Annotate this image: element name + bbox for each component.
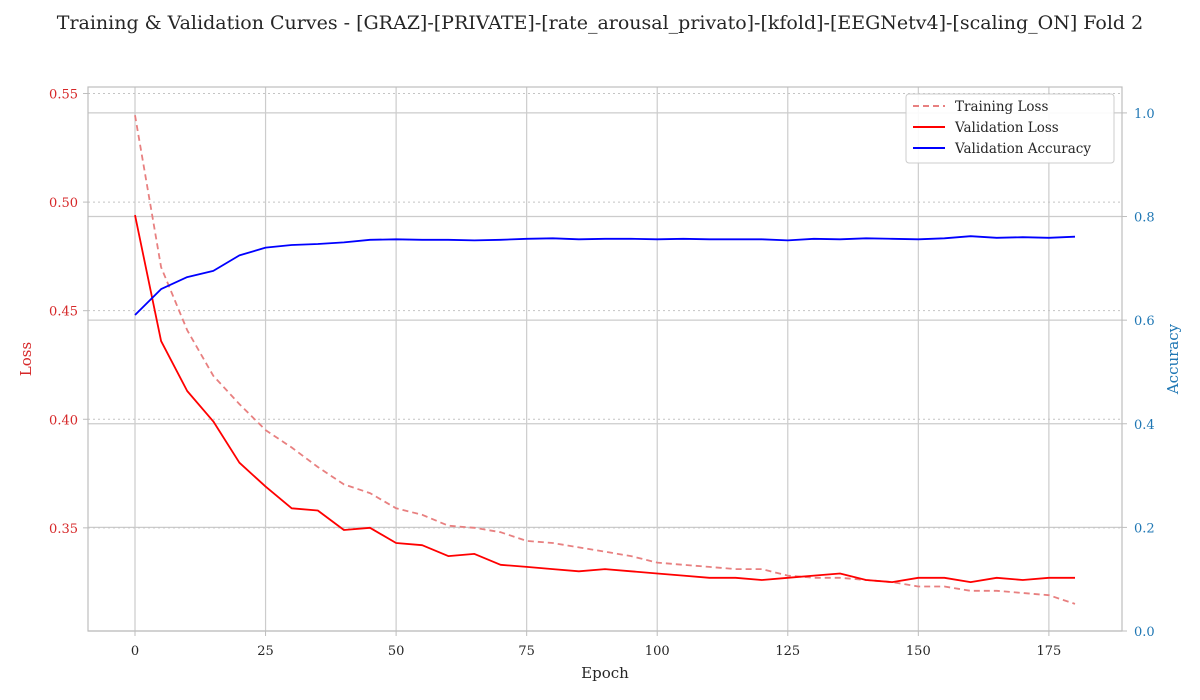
y-right-axis-label: Accuracy (1164, 323, 1182, 395)
validation-loss-line (134, 214, 1075, 583)
y-left-tick-label: 0.50 (49, 196, 78, 211)
y-left-tick-label: 0.35 (49, 522, 78, 537)
y-left-axis-label: Loss (17, 342, 35, 376)
y-right-tick-label: 0.6 (1134, 314, 1155, 329)
y-left-tick-label: 0.40 (49, 413, 78, 428)
x-tick-label: 50 (388, 644, 405, 659)
y-right-tick-label: 0.4 (1134, 418, 1155, 433)
chart-title: Training & Validation Curves - [GRAZ]-[P… (57, 12, 1143, 34)
legend: Training Loss Validation Loss Validation… (905, 93, 1115, 164)
y-left-tick-label: 0.45 (49, 305, 78, 320)
y-right-tick-label: 1.0 (1134, 107, 1155, 122)
y-right-tick-label: 0.8 (1134, 211, 1155, 226)
legend-label-training-loss: Training Loss (955, 99, 1048, 115)
training-loss-line (134, 115, 1076, 605)
x-tick-label: 175 (1036, 644, 1061, 659)
x-axis-label: Epoch (581, 664, 629, 682)
x-tick-label: 75 (518, 644, 535, 659)
validation-accuracy-line (134, 235, 1076, 316)
y-right-tick-label: 0.0 (1134, 625, 1155, 640)
legend-label-validation-loss: Validation Loss (954, 120, 1059, 136)
x-tick-label: 125 (775, 644, 800, 659)
x-tick-label: 100 (645, 644, 670, 659)
plot-frame (87, 86, 1123, 632)
series-group (134, 115, 1076, 605)
legend-label-validation-accuracy: Validation Accuracy (954, 141, 1091, 157)
y-left-tick-label: 0.55 (49, 88, 78, 103)
x-tick-label: 150 (906, 644, 931, 659)
plot-area (88, 87, 1122, 631)
y-right-axis-ticks: 0.0 0.2 0.4 0.6 0.8 1.0 (1122, 107, 1155, 640)
x-tick-label: 0 (131, 644, 139, 659)
y-left-axis-ticks: 0.35 0.40 0.45 0.50 0.55 (49, 88, 88, 537)
y-right-tick-label: 0.2 (1134, 521, 1155, 536)
legend-box (905, 93, 1115, 164)
x-axis-ticks: 0 25 50 75 100 125 150 175 (131, 631, 1061, 659)
x-tick-label: 25 (257, 644, 274, 659)
